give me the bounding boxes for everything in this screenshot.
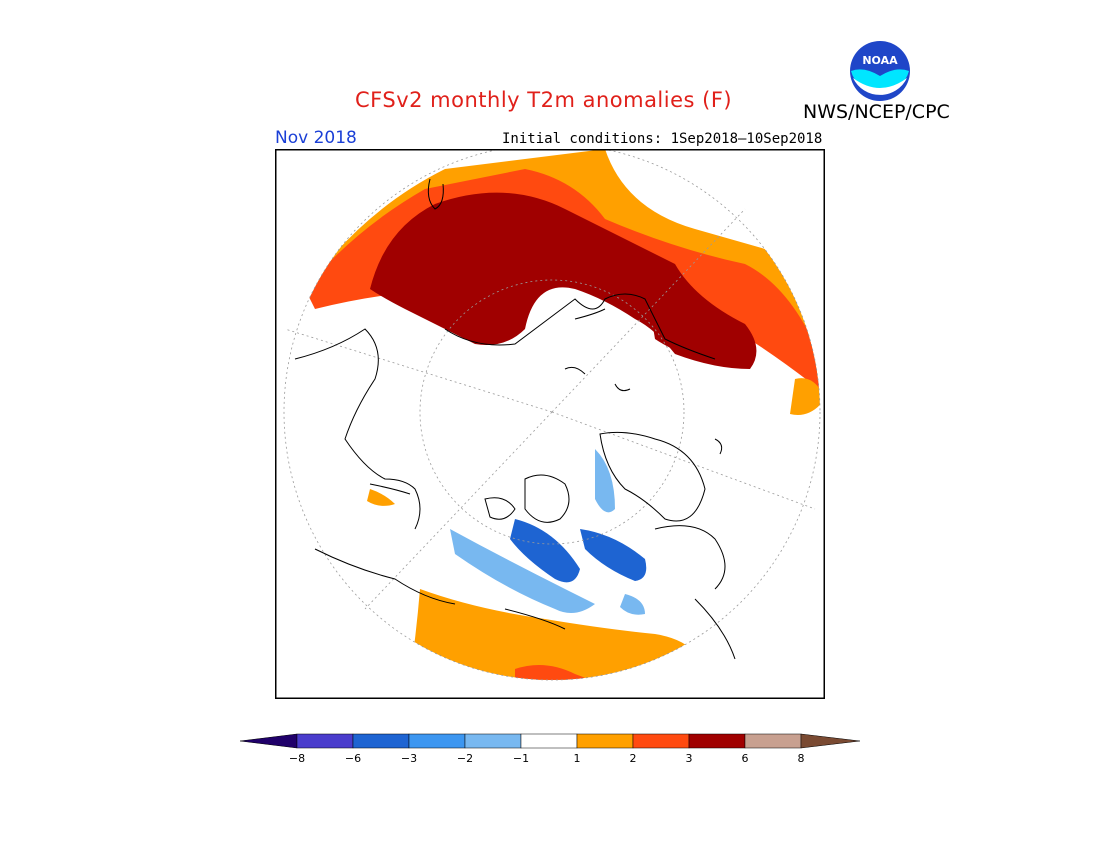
anomaly-region-canada-cool1 bbox=[450, 529, 595, 613]
legend-swatch-3-6 bbox=[688, 733, 746, 749]
anomaly-region-greenland-cool1 bbox=[595, 449, 615, 513]
legend-swatch-2-3 bbox=[632, 733, 690, 749]
initial-conditions: Initial conditions: 1Sep2018–10Sep2018 bbox=[502, 131, 823, 147]
anomaly-region-greenland-cool3 bbox=[580, 529, 647, 581]
graticule bbox=[283, 149, 821, 681]
coastlines bbox=[294, 178, 736, 660]
anomaly-region-archipelago-cool3 bbox=[510, 519, 580, 583]
map-frame bbox=[275, 149, 825, 699]
anomaly-region-us-warm2 bbox=[515, 665, 615, 680]
legend-swatch--6--3 bbox=[352, 733, 410, 749]
forecast-month: Nov 2018 bbox=[275, 128, 357, 148]
anomaly-region-alaska-warm1 bbox=[367, 489, 395, 506]
agency-label: NWS/NCEP/CPC bbox=[803, 101, 950, 123]
legend-swatch-below--8 bbox=[240, 733, 298, 749]
legend-swatch-6-8 bbox=[744, 733, 802, 749]
color-legend bbox=[240, 733, 860, 749]
map-title: CFSv2 monthly T2m anomalies (F) bbox=[355, 88, 733, 112]
legend-swatch--8--6 bbox=[296, 733, 354, 749]
noaa-logo: NOAA bbox=[850, 41, 910, 101]
noaa-logo-text: NOAA bbox=[862, 54, 898, 67]
legend-swatch-1-2 bbox=[576, 733, 634, 749]
legend-swatch-above-8 bbox=[800, 733, 860, 749]
anomaly-region-scandinavia-warm1 bbox=[790, 378, 820, 415]
anomaly-region-europe-warm3 bbox=[650, 309, 753, 363]
legend-swatch--3--2 bbox=[408, 733, 466, 749]
anomaly-shading bbox=[305, 149, 820, 680]
legend-swatch--1-1 bbox=[520, 733, 578, 749]
anomaly-region-baffin-cool1 bbox=[620, 594, 645, 615]
legend-swatch--2--1 bbox=[464, 733, 522, 749]
polar-map bbox=[275, 149, 825, 699]
